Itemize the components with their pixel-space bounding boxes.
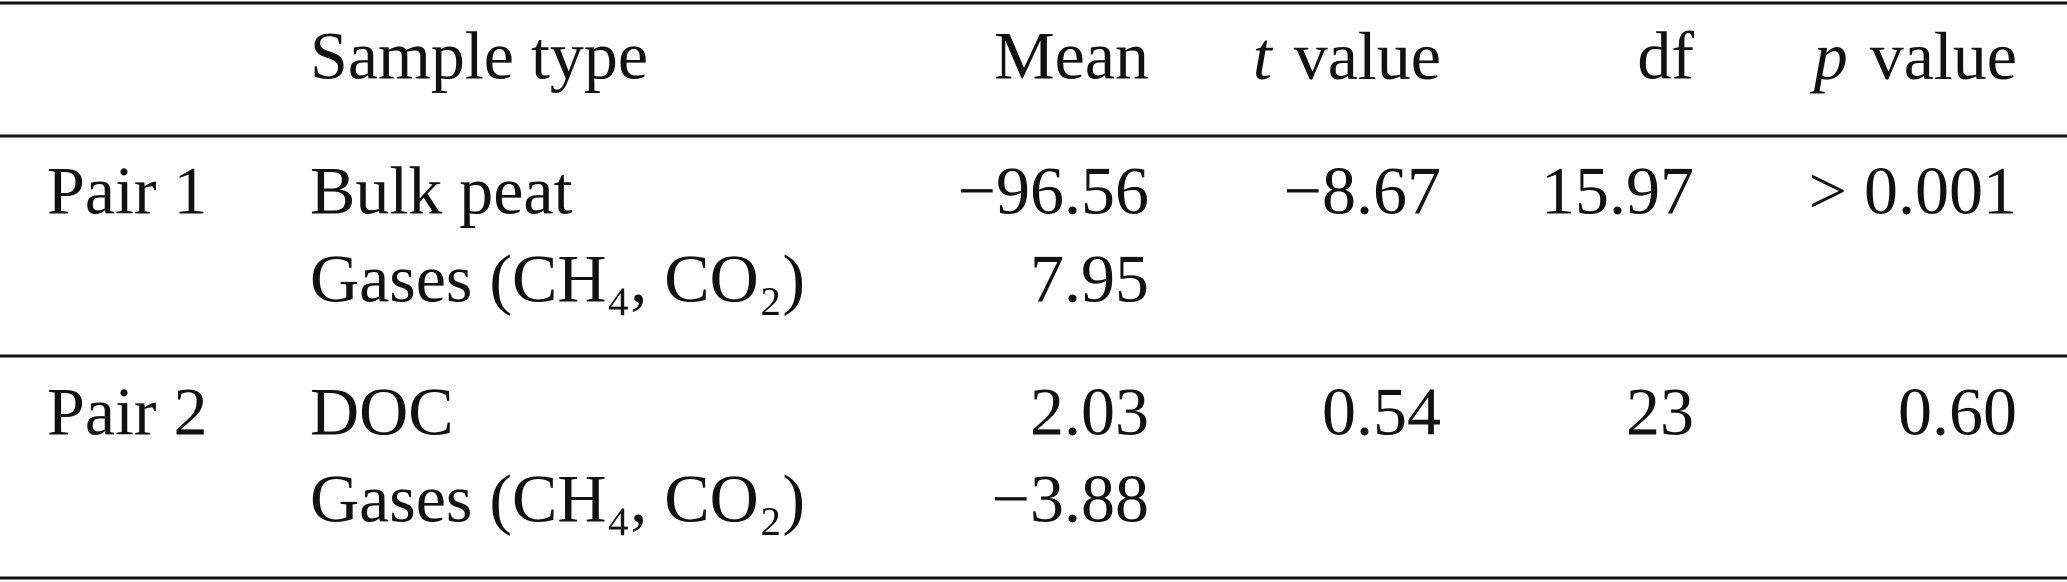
df: 15.97 bbox=[1541, 153, 1694, 229]
header-cell: p value bbox=[1810, 18, 2017, 94]
row-label: Pair 1 bbox=[47, 153, 208, 229]
header-text: value bbox=[1870, 18, 2017, 94]
sample-type: Bulk peat bbox=[310, 153, 573, 229]
row-label: Pair 2 bbox=[47, 374, 208, 450]
header-symbol: p bbox=[1810, 18, 1848, 94]
header-symbol: t bbox=[1253, 18, 1274, 94]
p-value: > 0.001 bbox=[1809, 153, 2017, 229]
header-cell: Mean bbox=[994, 18, 1149, 94]
df: 23 bbox=[1626, 374, 1694, 450]
t-value: −8.67 bbox=[1284, 153, 1441, 229]
p-value: 0.60 bbox=[1898, 374, 2017, 450]
t-value: 0.54 bbox=[1322, 374, 1441, 450]
mean: −96.56 bbox=[958, 153, 1149, 229]
header-cell: df bbox=[1637, 18, 1694, 94]
mean: 2.03 bbox=[1030, 374, 1149, 450]
sample-type: Gases (CH₄, CO₂) bbox=[310, 241, 805, 317]
sample-type: DOC bbox=[310, 374, 454, 450]
header-cell: t value bbox=[1253, 18, 1441, 94]
sample-type: Gases (CH₄, CO₂) bbox=[310, 461, 805, 537]
header-text: value bbox=[1294, 18, 1441, 94]
mean: −3.88 bbox=[992, 461, 1149, 537]
header-cell: Sample type bbox=[310, 18, 648, 94]
mean: 7.95 bbox=[1030, 241, 1149, 317]
